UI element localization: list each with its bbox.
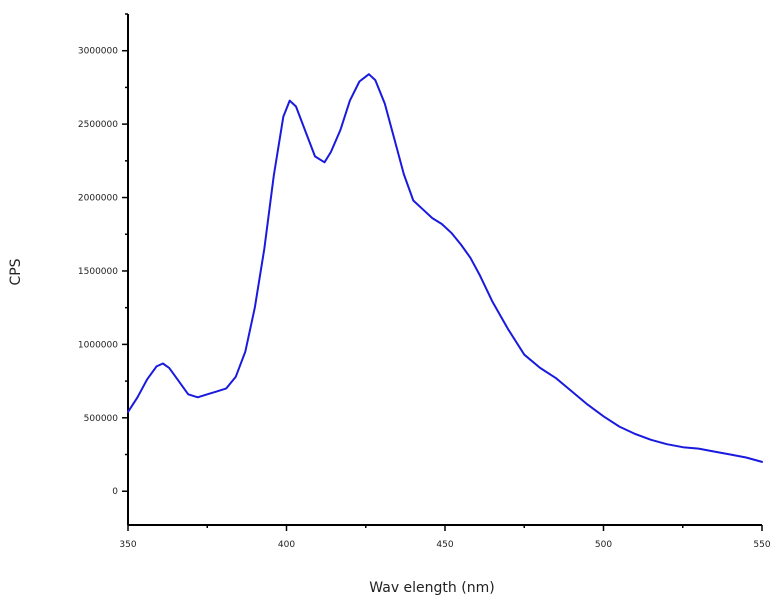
y-tick-label: 1000000: [78, 340, 118, 350]
y-tick-label: 0: [112, 487, 118, 497]
series-line-0: [127, 73, 763, 463]
x-tick-label: 500: [595, 540, 612, 550]
series-layer: [127, 73, 763, 463]
x-tick-label: 450: [436, 540, 453, 550]
y-axis-title: CPS: [8, 258, 24, 285]
y-tick-label: 1500000: [78, 267, 118, 277]
y-tick-label: 2500000: [78, 120, 118, 130]
x-tick-label: 400: [278, 540, 295, 550]
x-tick-label: 550: [753, 540, 770, 550]
y-tick-label: 2000000: [78, 194, 118, 204]
y-ticks: 0 500000 1000000 1500000 2000000 2500000 30000…: [78, 13, 128, 497]
y-tick-label: 3000000: [78, 47, 118, 57]
y-tick-label: 500000: [84, 414, 119, 424]
x-axis-title: Wav elength (nm): [369, 580, 494, 596]
x-ticks: 350 400 450 500 550: [119, 525, 771, 550]
x-tick-label: 350: [119, 540, 136, 550]
axes: [127, 14, 762, 526]
